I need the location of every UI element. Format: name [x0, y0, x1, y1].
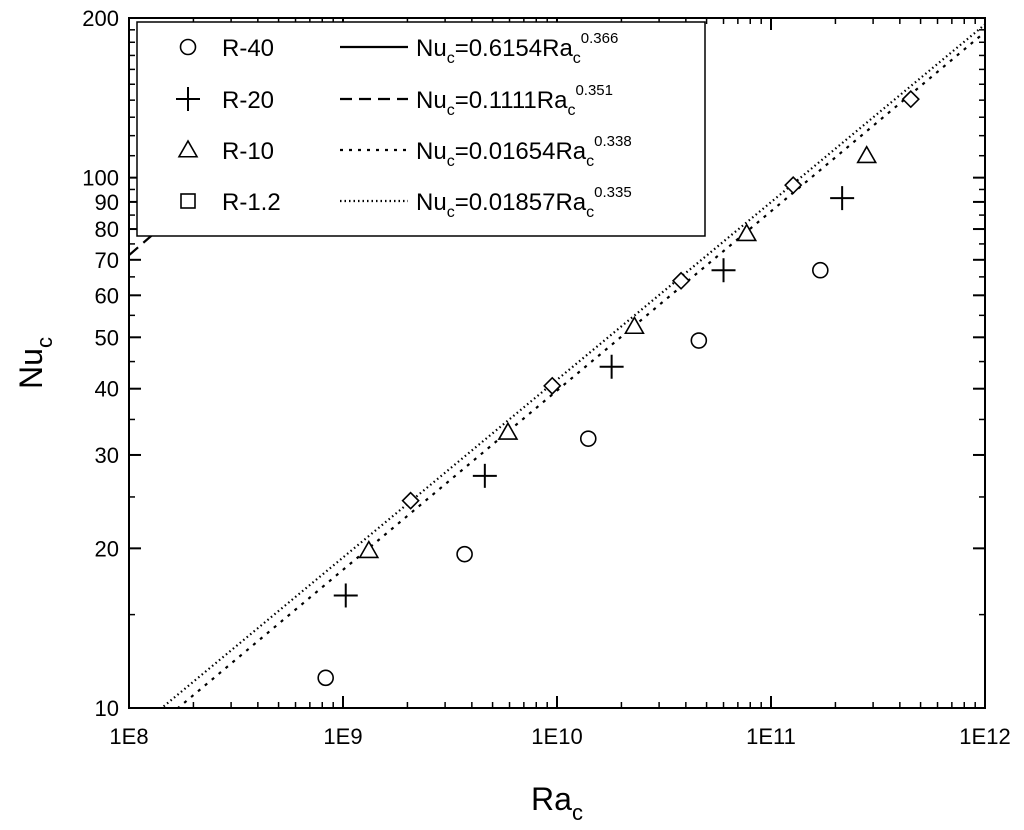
fit-line-3	[176, 31, 985, 708]
fit-line-4	[159, 23, 985, 708]
x-tick-label: 1E12	[959, 724, 1010, 749]
legend-marker	[176, 87, 200, 111]
legend-fit-equation: Nuc=0.01857Rac0.335	[416, 184, 632, 221]
point-r-20	[333, 583, 358, 608]
x-tick-label: 1E10	[531, 724, 582, 749]
legend-fit-equation: Nuc=0.6154Rac0.366	[416, 30, 618, 67]
point-r-1-2	[401, 491, 420, 510]
point-r-20	[599, 354, 624, 379]
legend-marker	[180, 193, 196, 209]
y-tick-label: 80	[95, 217, 119, 242]
point-r-10	[358, 540, 380, 559]
point-r-1-2	[784, 176, 803, 195]
point-r-10	[856, 145, 878, 164]
point-r-40	[812, 261, 829, 279]
point-r-40	[456, 545, 473, 563]
point-r-10	[736, 223, 758, 242]
y-tick-label: 200	[82, 6, 119, 31]
y-tick-label: 100	[82, 166, 119, 191]
y-tick-label: 70	[95, 248, 119, 273]
point-r-10	[624, 315, 645, 335]
y-tick-label: 60	[95, 283, 119, 308]
legend-fit-equation: Nuc=0.1111Rac0.351	[416, 82, 613, 119]
point-r-40	[579, 430, 597, 447]
point-r-1-2	[901, 90, 920, 109]
legend-marker	[177, 139, 199, 158]
point-r-20	[472, 463, 497, 488]
legend: R-40 Nuc=0.6154Rac0.366 R-20 Nuc=0.1111Rac0…	[136, 21, 706, 237]
legend-series-label: R-40	[222, 35, 274, 62]
x-axis-title: Rac	[531, 781, 583, 825]
data-points	[317, 90, 920, 687]
point-r-10	[497, 421, 519, 440]
point-r-40	[317, 669, 334, 687]
y-axis-title: Nuc	[13, 337, 57, 389]
point-r-40	[690, 332, 708, 349]
point-r-1-2	[671, 271, 691, 290]
point-r-20	[711, 258, 736, 283]
y-tick-label: 40	[95, 377, 119, 402]
legend-marker	[179, 38, 197, 56]
x-tick-label: 1E9	[323, 724, 362, 749]
y-tick-label: 10	[95, 696, 119, 721]
legend-fit-equation: Nuc=0.01654Rac0.338	[416, 133, 632, 170]
legend-series-label: R-1.2	[222, 189, 281, 216]
y-tick-label: 50	[95, 325, 119, 350]
point-r-1-2	[543, 376, 562, 395]
x-tick-label: 1E8	[109, 724, 148, 749]
legend-box	[136, 21, 706, 237]
point-r-20	[830, 186, 855, 211]
fit-lines	[129, 18, 985, 708]
x-tick-label: 1E11	[746, 724, 796, 749]
y-tick-label: 90	[95, 190, 119, 215]
legend-series-label: R-10	[222, 138, 274, 165]
y-tick-label: 30	[95, 443, 119, 468]
y-tick-label: 20	[95, 536, 119, 561]
legend-series-label: R-20	[222, 87, 274, 114]
